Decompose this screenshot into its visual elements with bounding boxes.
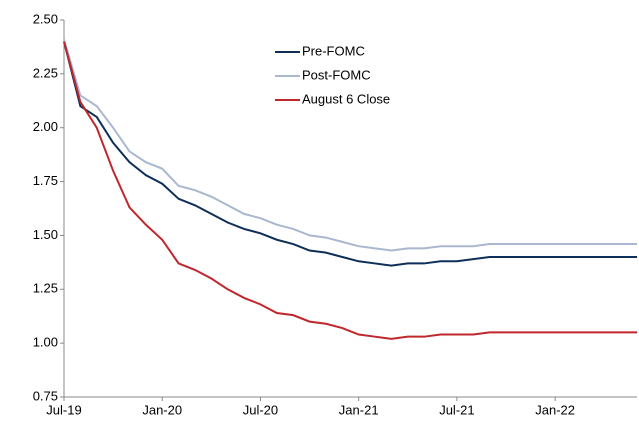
x-tick-label: Jan-22: [535, 402, 575, 417]
y-tick-label: 2.00: [33, 119, 58, 134]
y-tick-label: 1.75: [33, 173, 58, 188]
legend-label: Pre-FOMC: [302, 43, 365, 58]
x-tick-label: Jul-21: [439, 402, 474, 417]
x-tick-label: Jan-20: [142, 402, 182, 417]
y-tick-label: 0.75: [33, 388, 58, 403]
y-tick-label: 2.25: [33, 65, 58, 80]
x-tick-label: Jan-21: [339, 402, 379, 417]
y-tick-label: 1.50: [33, 227, 58, 242]
x-tick-label: Jul-19: [46, 402, 81, 417]
series-line: [63, 39, 637, 252]
series-line: [63, 41, 637, 267]
series-line: [63, 41, 637, 340]
x-tick-label: Jul-20: [243, 402, 278, 417]
y-tick-label: 2.50: [33, 11, 58, 26]
legend-label: Post-FOMC: [302, 67, 371, 82]
y-tick-label: 1.00: [33, 335, 58, 350]
legend-label: August 6 Close: [302, 91, 390, 106]
y-tick-label: 1.25: [33, 281, 58, 296]
